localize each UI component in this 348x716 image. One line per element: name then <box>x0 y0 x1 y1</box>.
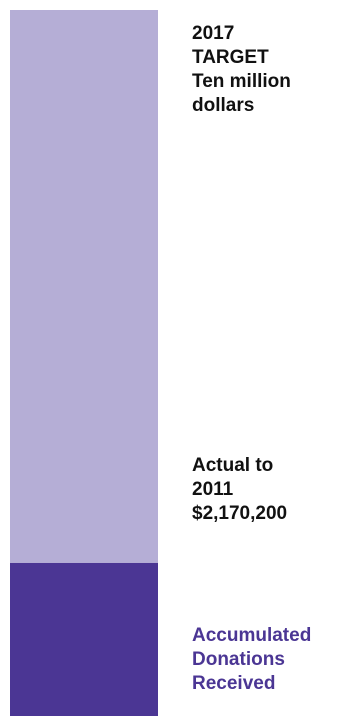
actual-label-line: Actual to <box>192 455 273 476</box>
received-label-line: Donations <box>192 649 285 670</box>
target-label-line: 2017 <box>192 23 234 44</box>
target-label-line: dollars <box>192 95 254 116</box>
target-label-line: Ten million <box>192 71 291 92</box>
remaining-segment <box>10 10 158 563</box>
received-label-line: Received <box>192 673 275 694</box>
actual-label-line: $2,170,200 <box>192 503 287 524</box>
received-label-line: Accumulated <box>192 625 311 646</box>
received-segment <box>10 562 158 716</box>
actual-label-line: 2011 <box>192 479 234 500</box>
target-label-line: TARGET <box>192 47 269 68</box>
